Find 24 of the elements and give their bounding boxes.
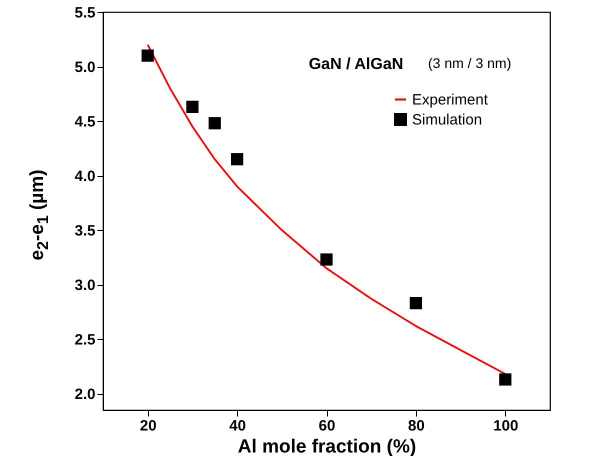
legend-label: Experiment — [412, 92, 489, 108]
y-tick-label: 2.5 — [74, 332, 96, 349]
point — [230, 153, 244, 166]
y-tick-label: 3.0 — [74, 277, 96, 294]
point — [142, 49, 154, 62]
x-tick-label: 40 — [229, 418, 246, 434]
y-tick-label: 4.5 — [74, 114, 96, 131]
annotation: (3 nm / 3 nm) — [428, 55, 512, 71]
point — [320, 253, 333, 266]
y-tick-label: 4.0 — [74, 168, 96, 186]
x-tick-label: 20 — [140, 418, 157, 434]
annotation: GaN / AlGaN — [308, 56, 404, 73]
y-tick-label: 3.5 — [74, 222, 96, 240]
y-tick-label: 5.5 — [74, 4, 96, 22]
legend-label: Simulation — [412, 112, 482, 128]
point — [499, 373, 512, 386]
x-tick-label: 100 — [493, 418, 518, 434]
point — [410, 297, 422, 310]
point — [186, 100, 199, 113]
x-tick-label: 60 — [318, 418, 336, 434]
x-tick-label: 80 — [408, 418, 425, 434]
point — [208, 117, 221, 130]
y-tick-label: 2.0 — [74, 386, 96, 404]
y-tick-label: 5.0 — [74, 59, 96, 76]
